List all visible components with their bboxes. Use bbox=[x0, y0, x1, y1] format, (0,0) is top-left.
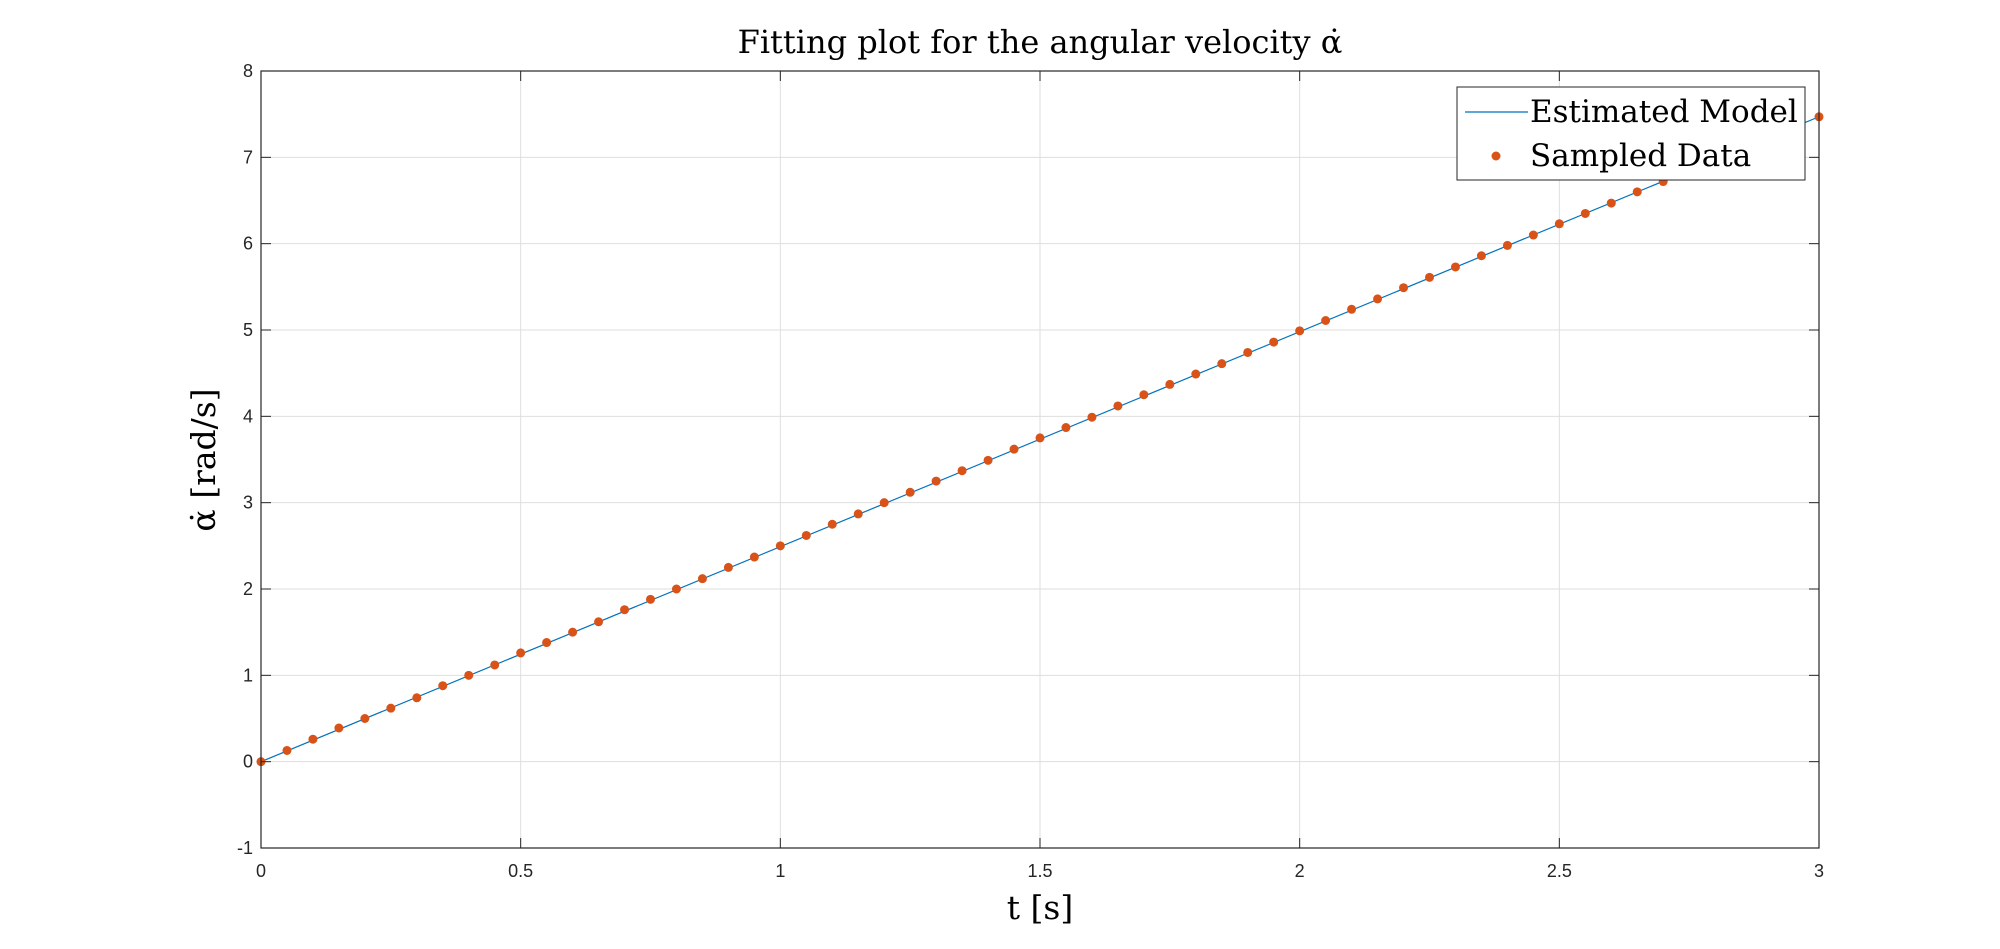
legend: Estimated Model Sampled Data bbox=[1456, 86, 1806, 181]
sampled-data-point bbox=[1217, 359, 1227, 369]
sampled-data-point bbox=[1580, 208, 1590, 218]
sampled-data-point bbox=[1347, 304, 1357, 314]
y-tick-label: 3 bbox=[243, 493, 253, 513]
sampled-data-point bbox=[1191, 369, 1201, 379]
sampled-data-point bbox=[983, 455, 993, 465]
legend-entry-sampled-data: Sampled Data bbox=[1530, 138, 1751, 174]
y-axis-label: α̇ [rad/s] bbox=[184, 388, 223, 531]
x-tick-label: 0 bbox=[256, 861, 266, 881]
sampled-data-point bbox=[1373, 294, 1383, 304]
sampled-data-point bbox=[697, 574, 707, 584]
sampled-data-point bbox=[1009, 444, 1019, 454]
sampled-data-point bbox=[490, 660, 500, 670]
sampled-data-point bbox=[1165, 379, 1175, 389]
sampled-data-point bbox=[749, 552, 759, 562]
sampled-data-point bbox=[775, 541, 785, 551]
sampled-data-point bbox=[1243, 347, 1253, 357]
sampled-data-point bbox=[646, 594, 655, 604]
sampled-data-point bbox=[386, 703, 396, 713]
sampled-data-point bbox=[568, 627, 578, 637]
sampled-data-point bbox=[1554, 219, 1564, 229]
y-tick-label: 2 bbox=[243, 579, 253, 599]
sampled-data-point bbox=[1632, 187, 1642, 197]
sampled-data-point bbox=[931, 476, 941, 486]
sampled-data-point bbox=[1061, 423, 1071, 433]
sampled-data-point bbox=[1450, 262, 1460, 272]
x-tick-label: 3 bbox=[1814, 861, 1824, 881]
sampled-data-point bbox=[827, 519, 837, 529]
sampled-data-point bbox=[1425, 272, 1434, 282]
sampled-data-point bbox=[1606, 198, 1616, 208]
y-tick-label: -1 bbox=[237, 838, 253, 858]
sampled-data-point bbox=[464, 670, 474, 680]
sampled-data-point bbox=[1269, 337, 1279, 347]
sampled-data-point bbox=[438, 681, 448, 691]
sampled-data-point bbox=[412, 693, 422, 703]
sampled-data-point bbox=[1399, 283, 1409, 293]
x-tick-label: 0.5 bbox=[508, 861, 533, 881]
sampled-data-point bbox=[1528, 230, 1538, 240]
sampled-data-point bbox=[282, 745, 292, 755]
sampled-data-point bbox=[542, 638, 552, 648]
y-tick-label: 7 bbox=[243, 147, 253, 167]
sampled-data-point bbox=[723, 562, 733, 572]
y-tick-label: 4 bbox=[243, 406, 253, 426]
sampled-data-point bbox=[801, 530, 811, 540]
sampled-data-point bbox=[1139, 390, 1149, 400]
sampled-data-point bbox=[594, 617, 604, 627]
y-tick-label: 5 bbox=[243, 320, 253, 340]
y-tick-label: 1 bbox=[243, 665, 253, 685]
sampled-data-point bbox=[879, 498, 889, 508]
x-axis-label: t [s] bbox=[1007, 888, 1073, 927]
x-tick-label: 1 bbox=[775, 861, 785, 881]
sampled-data-point bbox=[620, 605, 630, 615]
legend-entry-estimated-model: Estimated Model bbox=[1530, 94, 1798, 130]
legend-box bbox=[1456, 86, 1806, 181]
y-tick-label: 0 bbox=[243, 752, 253, 772]
sampled-data-point bbox=[853, 509, 863, 519]
sampled-data-point bbox=[360, 714, 370, 723]
sampled-data-point bbox=[1087, 412, 1097, 422]
sampled-data-point bbox=[671, 584, 681, 594]
sampled-data-point bbox=[334, 723, 344, 733]
y-tick-label: 8 bbox=[243, 61, 253, 81]
chart-title: Fitting plot for the angular velocity α̇ bbox=[738, 23, 1343, 61]
sampled-data-point bbox=[1476, 251, 1486, 261]
legend-sample-marker-icon bbox=[1491, 151, 1501, 161]
sampled-data-point bbox=[905, 487, 915, 497]
sampled-data-point bbox=[308, 734, 318, 744]
sampled-data-point bbox=[1113, 401, 1123, 411]
sampled-data-point bbox=[1502, 240, 1512, 250]
y-tick-label: 6 bbox=[243, 234, 253, 254]
x-tick-label: 2.5 bbox=[1547, 861, 1572, 881]
sampled-data-point bbox=[1321, 316, 1331, 326]
sampled-data-point bbox=[516, 648, 526, 658]
sampled-data-point bbox=[1035, 433, 1045, 443]
sampled-data-point bbox=[1295, 326, 1305, 336]
x-tick-label: 2 bbox=[1295, 861, 1305, 881]
x-tick-label: 1.5 bbox=[1027, 861, 1052, 881]
sampled-data-point bbox=[957, 466, 967, 476]
